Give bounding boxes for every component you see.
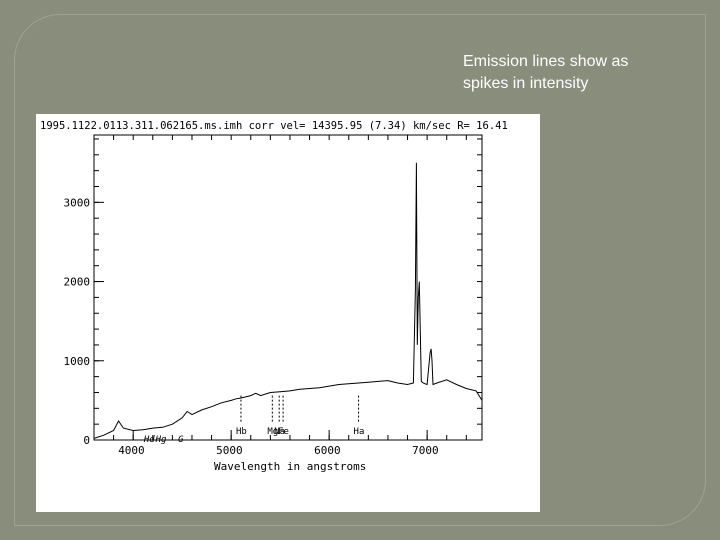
x-tick-label: 5000 <box>216 444 243 457</box>
x-tick-label: 7000 <box>412 444 439 457</box>
slide-caption: Emission lines show as spikes in intensi… <box>463 51 703 95</box>
line-marker-label: Mg <box>267 427 278 437</box>
spectrum-chart: 1995.1122.0113.311.062165.ms.imh corr ve… <box>40 120 508 473</box>
x-tick-label: 4000 <box>118 444 145 457</box>
y-tick-label: 2000 <box>64 276 91 289</box>
caption-line-2: spikes in intensity <box>463 75 589 92</box>
y-tick-label: 3000 <box>64 196 91 209</box>
line-marker-label: G <box>178 435 184 445</box>
slide-frame <box>14 14 706 526</box>
line-marker-label: Hg <box>155 435 167 445</box>
y-tick-label: 0 <box>83 434 90 447</box>
y-tick-label: 1000 <box>64 355 91 368</box>
plot-frame <box>93 134 483 441</box>
line-marker-label: Na <box>274 427 285 437</box>
line-marker-label: Fe <box>278 427 289 437</box>
spectrum-plot: 1995.1122.0113.311.062165.ms.imh corr ve… <box>36 114 540 512</box>
caption-line-1: Emission lines show as <box>463 53 629 70</box>
line-marker-label: Hd <box>143 435 155 445</box>
x-tick-label: 6000 <box>314 444 341 457</box>
chart-title: 1995.1122.0113.311.062165.ms.imh corr ve… <box>40 120 508 132</box>
line-marker-label: Hb <box>236 427 247 437</box>
spectrum-series-line <box>93 162 483 439</box>
x-axis-label: Wavelength in angstroms <box>214 460 366 473</box>
line-marker-label: Ha <box>354 427 365 437</box>
